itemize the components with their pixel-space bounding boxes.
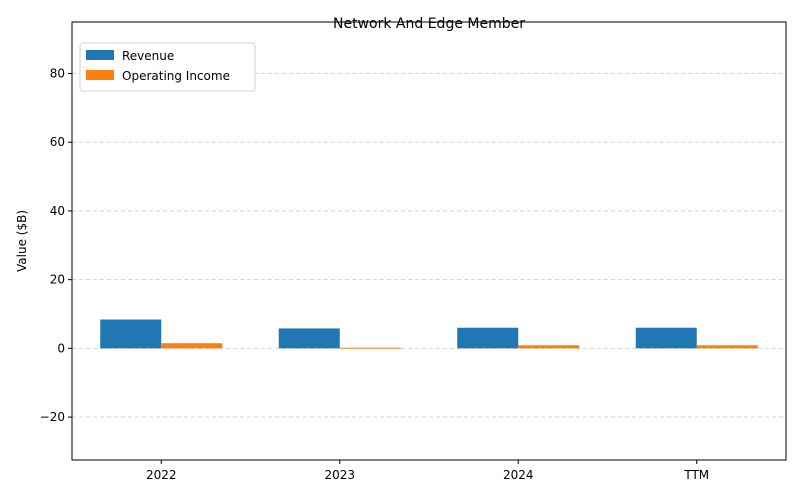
x-tick-label: TTM	[683, 468, 709, 482]
y-axis: −20 0 20 40 60 80	[40, 67, 72, 424]
bar-revenue-ttm	[635, 327, 697, 349]
x-axis: 2022 2023 2024 TTM	[146, 460, 709, 482]
chart-title: Network And Edge Member	[333, 16, 525, 32]
x-tick-label: 2023	[324, 468, 355, 482]
legend-label: Operating Income	[122, 69, 230, 83]
y-tick-label: −20	[40, 410, 65, 424]
y-axis-label: Value ($B)	[15, 210, 29, 272]
legend-label: Revenue	[122, 49, 174, 63]
bar-operating-income-2023	[339, 347, 401, 349]
y-tick-label: 0	[57, 341, 65, 355]
x-tick-label: 2022	[146, 468, 177, 482]
y-tick-label: 60	[50, 135, 65, 149]
bar-revenue-2022	[100, 319, 162, 349]
legend-box	[79, 42, 256, 92]
bar-revenue-2023	[278, 328, 340, 349]
bar-operating-income-2024	[518, 345, 580, 349]
y-tick-label: 20	[50, 273, 65, 287]
y-tick-label: 80	[50, 67, 65, 81]
bar-revenue-2024	[457, 327, 519, 349]
legend: Revenue Operating Income	[79, 42, 256, 92]
bar-operating-income-ttm	[696, 345, 758, 349]
legend-swatch	[86, 50, 114, 60]
bar-operating-income-2022	[161, 343, 223, 349]
y-tick-label: 40	[50, 204, 65, 218]
bars-layer	[100, 319, 758, 349]
x-tick-label: 2024	[503, 468, 534, 482]
legend-swatch	[86, 70, 114, 80]
plot-frame	[71, 21, 787, 461]
